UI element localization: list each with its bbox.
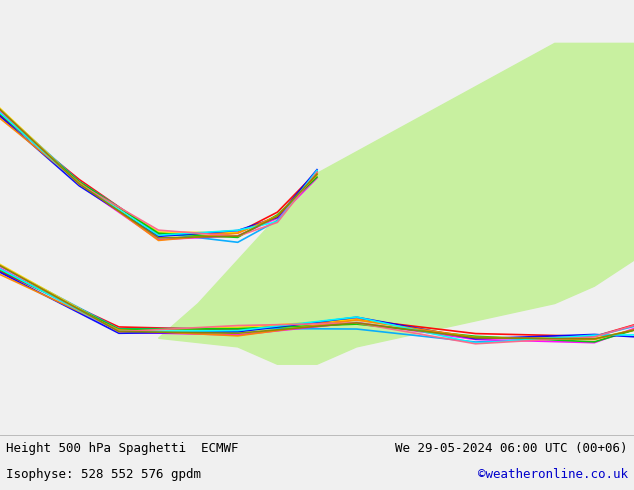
- Text: Height 500 hPa Spaghetti  ECMWF: Height 500 hPa Spaghetti ECMWF: [6, 442, 239, 455]
- Text: ©weatheronline.co.uk: ©weatheronline.co.uk: [477, 468, 628, 481]
- Polygon shape: [158, 44, 634, 364]
- Text: We 29-05-2024 06:00 UTC (00+06): We 29-05-2024 06:00 UTC (00+06): [395, 442, 628, 455]
- Text: Isophyse: 528 552 576 gpdm: Isophyse: 528 552 576 gpdm: [6, 468, 202, 481]
